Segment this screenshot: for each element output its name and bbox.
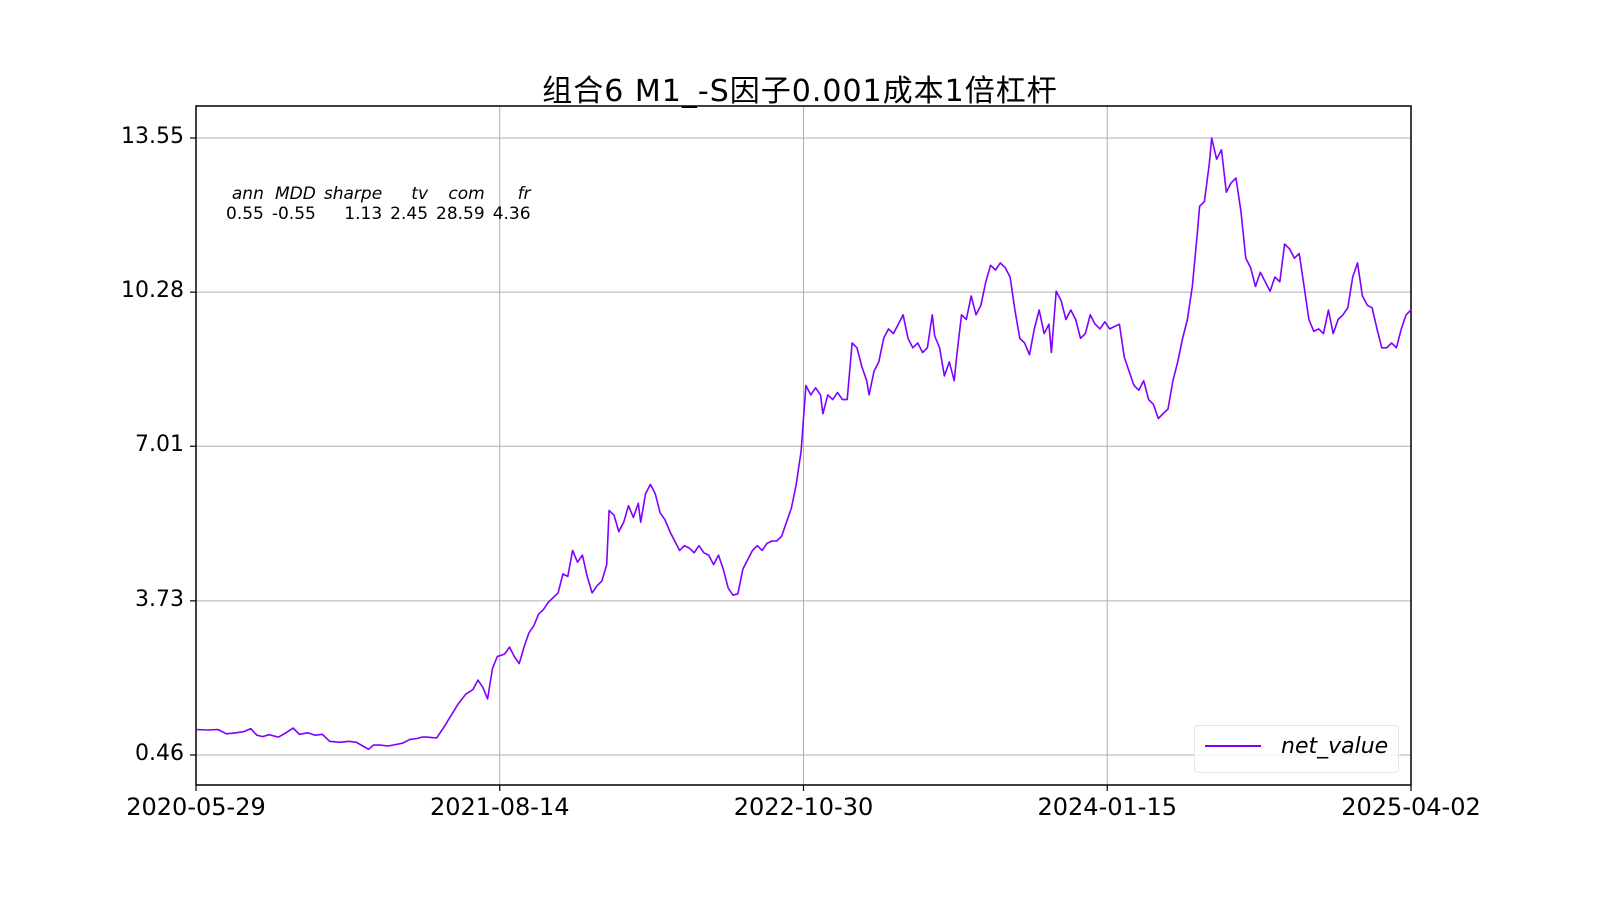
stats-header-sharpe: sharpe bbox=[323, 184, 383, 204]
chart-title: 组合6 M1_-S因子0.001成本1倍杠杆 bbox=[542, 74, 1058, 109]
stats-value-fr: 4.36 bbox=[492, 204, 531, 224]
stats-value-ann: 0.55 bbox=[226, 204, 264, 224]
stats-header-fr: fr bbox=[517, 184, 531, 204]
y-tick-label: 10.28 bbox=[121, 278, 184, 304]
stats-header-ann: ann bbox=[231, 184, 264, 204]
legend-line-swatch bbox=[1205, 745, 1261, 747]
net-value-line bbox=[195, 137, 1412, 751]
stats-header-tv: tv bbox=[411, 184, 429, 204]
x-tick-label: 2021-08-14 bbox=[430, 793, 570, 821]
x-tick-label: 2025-04-02 bbox=[1341, 793, 1481, 821]
stats-value-com: 28.59 bbox=[436, 204, 485, 224]
stats-header-com: com bbox=[448, 184, 485, 204]
stats-value-tv: 2.45 bbox=[390, 204, 429, 224]
y-tick-label: 13.55 bbox=[121, 124, 184, 149]
axis-ticks bbox=[190, 137, 1412, 791]
x-tick-label: 2020-05-29 bbox=[126, 793, 266, 821]
x-tick-label: 2022-10-30 bbox=[733, 793, 874, 821]
stats-value-sharpe: 1.13 bbox=[344, 204, 383, 224]
stats-value-mdd: -0.55 bbox=[271, 204, 316, 224]
y-tick-label: 0.46 bbox=[135, 741, 184, 766]
legend-label: net_value bbox=[1281, 734, 1389, 759]
x-tick-label: 2024-01-15 bbox=[1037, 793, 1177, 821]
y-tick-label: 7.01 bbox=[135, 432, 184, 458]
y-tick-label: 3.73 bbox=[135, 586, 184, 612]
stats-header-mdd: MDD bbox=[275, 184, 316, 204]
stats-table: ann MDD sharpe tv com fr 0.55 -0.55 1.13… bbox=[222, 184, 535, 224]
legend: net_value bbox=[1194, 725, 1399, 773]
